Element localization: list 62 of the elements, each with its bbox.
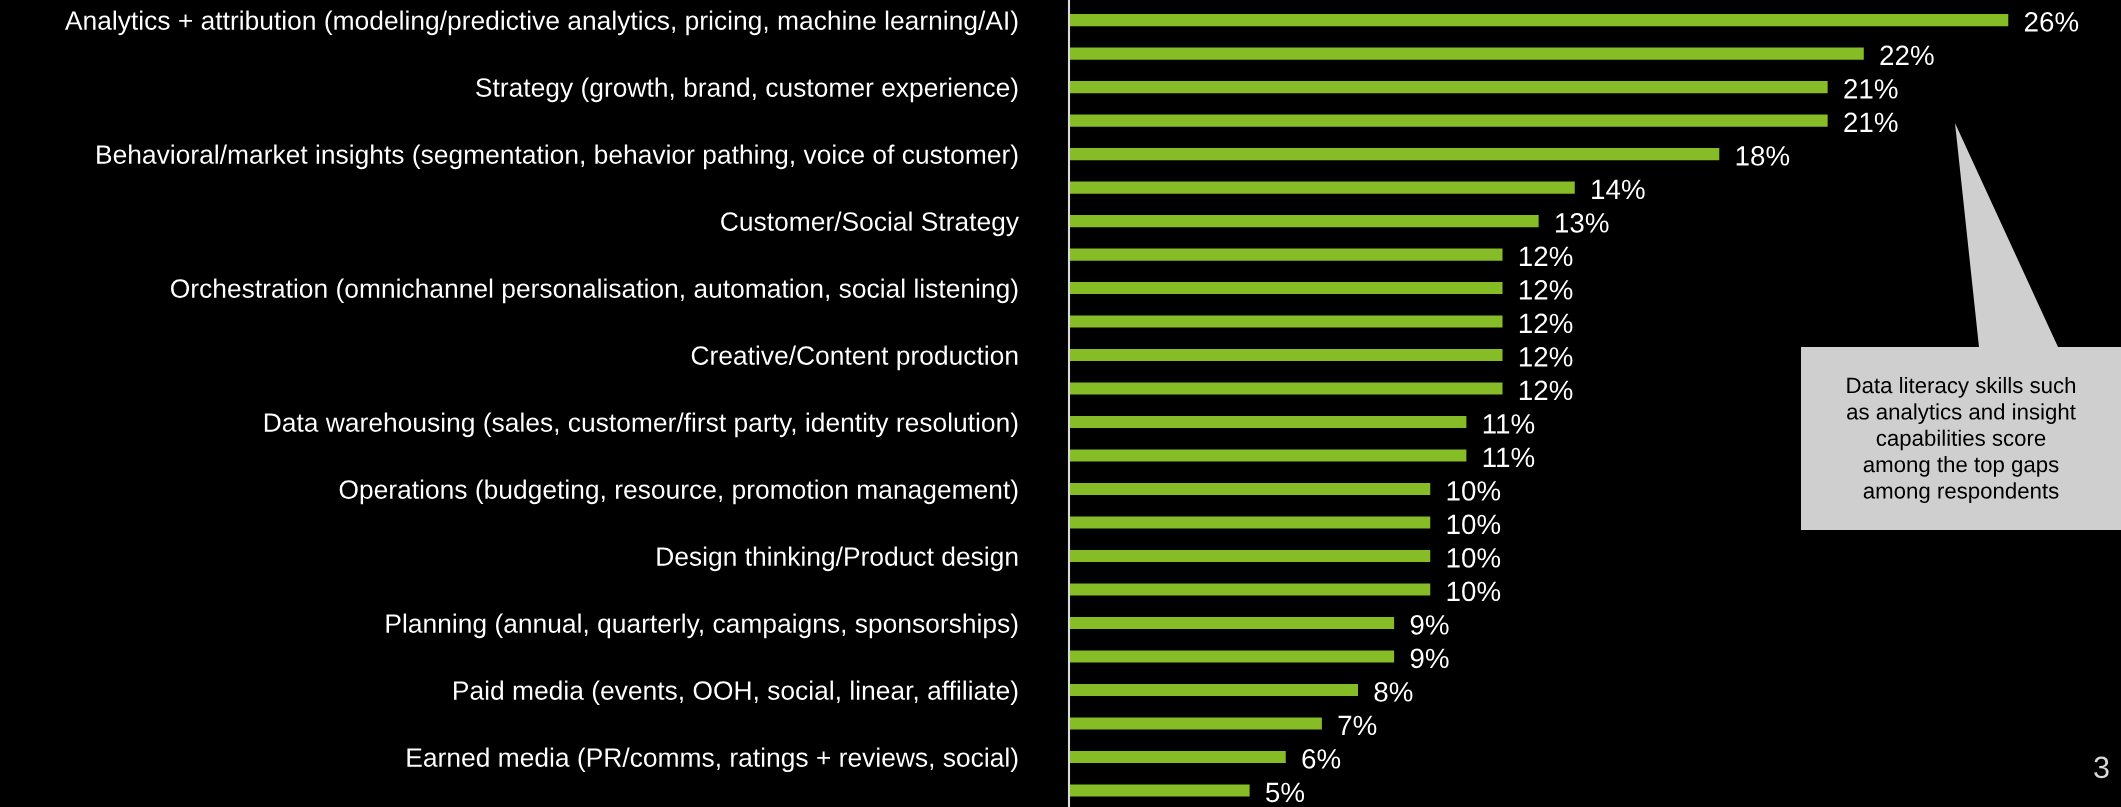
y-tick-label: Planning (annual, quarterly, campaigns, sponsorships) [386,613,1018,639]
data-label: 21% [1844,79,1898,99]
data-label: 7% [1338,715,1377,736]
y-tick-label: Design thinking/Product design [657,546,1018,572]
data-label: 12% [1519,347,1573,367]
data-label: 10% [1447,548,1501,568]
data-label: 12% [1519,380,1573,401]
data-label: 5% [1266,782,1305,803]
data-label: 12% [1519,280,1573,300]
bar [1069,583,1431,596]
data-label: 12% [1519,246,1573,267]
y-tick-label: Customer/Social Strategy [721,211,1019,237]
bar [1069,382,1503,395]
bar [1069,215,1539,228]
data-label: 21% [1844,112,1898,133]
bar [1069,282,1503,295]
y-tick-label: Analytics + attribution (modeling/predictive analytics, pricing, machine learning/AI) [64,10,1018,36]
bar [1069,516,1431,529]
data-label: 10% [1447,581,1501,602]
bar [1069,717,1322,730]
bar [1069,248,1503,261]
data-label: 9% [1410,615,1449,635]
bar [1069,148,1720,161]
bar [1069,81,1828,94]
bar [1069,751,1286,764]
y-tick-label: Creative/Content production [691,345,1018,371]
y-tick-label: Orchestration (omnichannel personalisation, automation, social listening) [171,278,1018,304]
data-label: 11% [1483,447,1535,468]
data-label: 10% [1447,481,1501,501]
bar [1069,550,1431,563]
annotation: Data literacy skills such as analytics and insight capabilities score among the top gaps among respondents [1847,376,2076,504]
bar [1069,449,1467,462]
data-label: 8% [1374,682,1413,702]
data-label: 9% [1410,648,1449,669]
data-label: 6% [1302,749,1341,769]
bar [1069,617,1395,630]
data-label: 18% [1736,146,1790,166]
bar [1069,315,1503,328]
bar [1069,47,1864,60]
data-label: 11% [1483,414,1535,434]
bar [1069,684,1359,697]
bar [1069,114,1828,127]
y-tick-label: Earned media (PR/comms, ratings + reviews, social) [407,747,1018,773]
y-tick-label: Paid media (events, OOH, social, linear, affiliate) [454,680,1018,706]
y-tick-label: Strategy (growth, brand, customer experience) [476,77,1018,103]
data-label: 14% [1592,179,1645,200]
text: 3 [2094,756,2109,779]
data-label: 12% [1519,313,1573,334]
data-label: 26% [2024,12,2079,32]
bar [1069,483,1431,496]
bar [1069,349,1503,362]
bar [1069,650,1395,663]
y-tick-label: Data warehousing (sales, customer/first party, identity resolution) [264,412,1018,438]
y-tick-label: Behavioral/market insights (segmentation, behavior pathing, voice of customer) [97,144,1018,170]
data-label: 10% [1447,514,1501,535]
y-tick-label: Operations (budgeting, resource, promotion management) [339,479,1018,505]
bar [1069,181,1575,194]
data-label: 22% [1880,45,1934,66]
data-label: 13% [1556,213,1609,233]
bar [1069,416,1467,429]
bar [1069,14,2009,27]
bar [1069,784,1250,797]
